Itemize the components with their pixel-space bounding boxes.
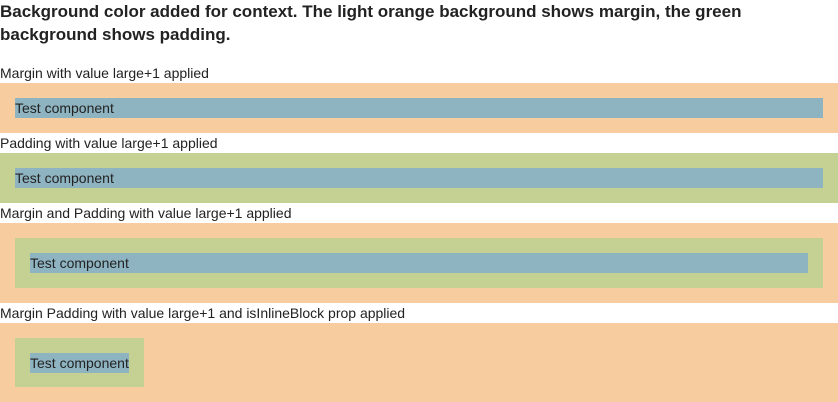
test-component: Test component: [30, 353, 129, 373]
example-label-inline-block: Margin Padding with value large+1 and is…: [0, 305, 406, 321]
test-component: Test component: [30, 253, 808, 273]
test-component: Test component: [15, 168, 823, 188]
margin-area: Test component: [0, 223, 838, 303]
padding-area: Test component: [15, 338, 144, 387]
margin-area: Test component: [0, 323, 838, 402]
intro-text: Background color added for context. The …: [0, 2, 742, 44]
example-label-padding: Padding with value large+1 applied: [0, 135, 218, 151]
padding-area: Test component: [15, 238, 823, 288]
padding-area: Test component: [0, 153, 838, 203]
example-label-margin: Margin with value large+1 applied: [0, 65, 209, 81]
margin-area: Test component: [0, 83, 838, 133]
example-label-margin-padding: Margin and Padding with value large+1 ap…: [0, 205, 292, 221]
test-component: Test component: [15, 98, 823, 118]
